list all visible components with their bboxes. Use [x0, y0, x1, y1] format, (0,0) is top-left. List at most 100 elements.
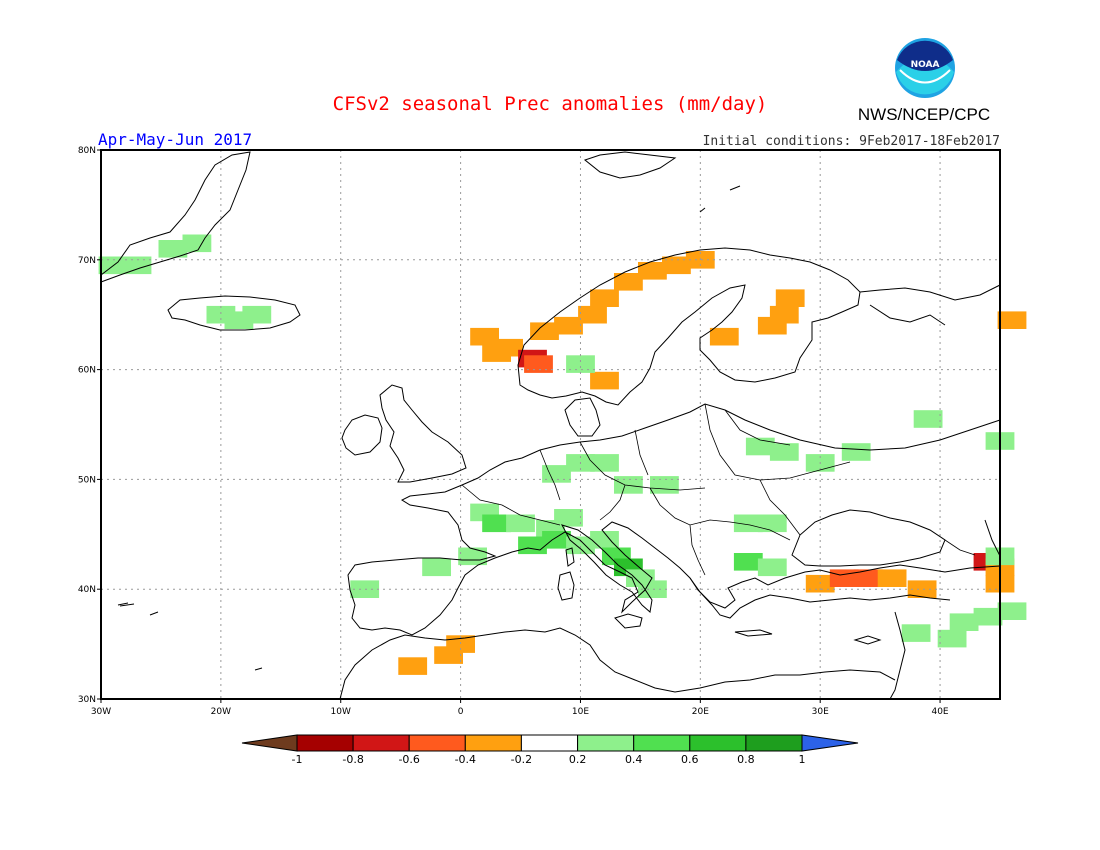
anomaly-cell — [554, 316, 583, 335]
anomaly-cell — [122, 256, 152, 275]
sardinia-outline — [557, 571, 575, 601]
anomaly-cell — [530, 322, 559, 340]
initial-conditions-label: Initial conditions: 9Feb2017-18Feb2017 — [703, 134, 1000, 149]
anomaly-cell — [242, 305, 272, 324]
lon-tick-label: 10W — [331, 707, 351, 717]
lat-tick-label: 50N — [78, 475, 96, 485]
greenland-outline — [100, 151, 251, 283]
colorbar-label: 0.4 — [625, 753, 643, 766]
map-frame — [100, 149, 1001, 700]
colorbar-label: -0.4 — [455, 753, 476, 766]
colorbar-label: 0.6 — [681, 753, 699, 766]
denmark-outline — [564, 397, 601, 437]
borders — [461, 403, 976, 576]
aegean-outline — [689, 577, 951, 619]
colorbar: -1 -0.8 -0.6 -0.4 -0.2 0.2 0.4 0.6 0.8 1 — [241, 734, 859, 766]
anomaly-cell — [997, 311, 1027, 329]
anomaly-cell — [853, 569, 883, 587]
lon-tick-label: 40E — [931, 707, 948, 717]
colorbar-segment — [296, 734, 354, 752]
graticule — [101, 150, 1000, 699]
anomaly-cell — [638, 262, 667, 280]
north-africa-outline — [339, 627, 896, 700]
anomaly-cell — [733, 514, 763, 533]
colorbar-segment — [520, 734, 579, 752]
anomaly-cell — [841, 443, 871, 461]
lat-tick-label: 80N — [78, 146, 96, 156]
anomaly-cell — [937, 629, 967, 648]
colorbar-segment — [464, 734, 522, 752]
anomaly-cell — [745, 437, 775, 456]
lat-tick-label: 70N — [78, 256, 96, 266]
colorbar-label: 0.8 — [737, 753, 755, 766]
anomaly-cell — [470, 327, 499, 346]
anomaly-cell — [877, 569, 907, 587]
colorbar-segment — [745, 734, 803, 752]
anomaly-cell — [350, 580, 380, 598]
coastlines — [100, 151, 1001, 700]
anomaly-cell — [590, 454, 619, 472]
colorbar-label: 0.2 — [569, 753, 587, 766]
anomaly-cell — [973, 607, 1003, 626]
map-title: CFSv2 seasonal Prec anomalies (mm/day) — [333, 93, 768, 115]
anomaly-cell — [775, 289, 805, 307]
anomaly-cell — [650, 476, 679, 494]
lon-tick-label: 10E — [572, 707, 589, 717]
map-area: 30W 20W 10W 0 10E 20E 30E 40E 30N 40N 50N 60N 70N 80N — [78, 146, 1027, 717]
anomaly-cell — [614, 273, 643, 291]
colorbar-label: -1 — [292, 753, 303, 766]
anomaly-cell — [614, 476, 643, 494]
agency-label: NWS/NCEP/CPC — [858, 105, 990, 124]
caspian-outline — [984, 519, 1001, 557]
anomaly-cell — [578, 305, 607, 324]
anomaly-cell — [542, 531, 571, 549]
anomaly-cell — [907, 580, 937, 598]
anomaly-cell — [554, 509, 583, 527]
colorbar-label: -0.8 — [342, 753, 363, 766]
lat-tick-label: 40N — [78, 585, 96, 595]
anomaly-cell — [590, 371, 619, 390]
axis-ticks: 30W 20W 10W 0 10E 20E 30E 40E 30N 40N 50N 60N 70N 80N — [78, 146, 949, 717]
anomaly-cell — [566, 536, 595, 555]
anomaly-cell — [542, 465, 571, 483]
anomaly-cell — [422, 558, 451, 577]
franz-josef-outline — [699, 185, 741, 213]
season-label: Apr-May-Jun 2017 — [98, 130, 252, 149]
scandinavia-outline — [517, 247, 861, 406]
lat-tick-label: 60N — [78, 366, 96, 376]
colorbar-segment — [577, 734, 635, 752]
cyprus-outline — [853, 635, 882, 645]
anomaly-cell — [997, 602, 1027, 620]
ireland-outline — [341, 414, 383, 456]
colorbar-label: 1 — [799, 753, 806, 766]
map-background — [101, 150, 1000, 699]
lon-tick-label: 20E — [692, 707, 709, 717]
iceland-outline — [167, 295, 301, 331]
levant-outline — [889, 611, 906, 700]
colorbar-segment — [633, 734, 691, 752]
anomaly-cell — [733, 553, 763, 571]
svalbard-outline — [583, 151, 677, 179]
anomaly-cell — [566, 355, 595, 373]
great-britain-outline — [379, 384, 467, 483]
anomaly-cell — [158, 240, 188, 258]
anomaly-cell — [494, 338, 523, 357]
anomaly-cell — [757, 316, 787, 335]
anomaly-cell — [590, 289, 619, 307]
corsica-outline — [565, 547, 575, 567]
colorbar-segment — [689, 734, 747, 752]
kola-outline — [859, 284, 1001, 326]
anomaly-cell — [769, 443, 799, 461]
anomaly-cell — [662, 256, 691, 275]
colorbar-segment — [408, 734, 466, 752]
canary-islands-outline — [117, 602, 263, 671]
anomaly-cell — [949, 613, 979, 631]
crete-outline — [734, 629, 773, 637]
anomaly-cell — [757, 558, 787, 577]
colorbar-label: -0.2 — [511, 753, 532, 766]
colorbar-min-arrow — [241, 734, 298, 752]
logo-text: NOAA — [911, 60, 940, 70]
anomaly-cell — [524, 355, 553, 373]
lon-tick-label: 20W — [211, 707, 231, 717]
